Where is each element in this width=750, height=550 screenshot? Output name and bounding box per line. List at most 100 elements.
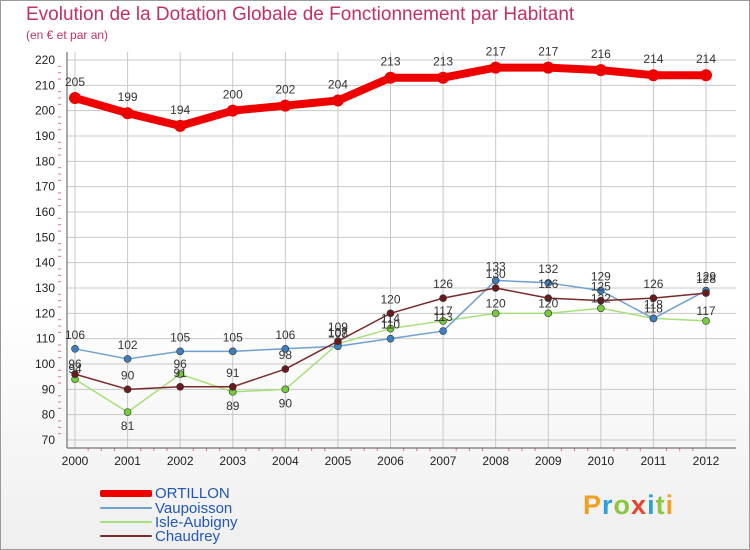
y-tick-label: 70 (42, 433, 56, 447)
data-label-ortillon: 199 (118, 90, 138, 104)
y-tick-label: 200 (35, 104, 55, 118)
data-label-chaudrey: 128 (696, 272, 716, 286)
data-label-ortillon: 216 (591, 47, 611, 61)
data-point-vaupoisson (176, 347, 184, 356)
data-label-chaudrey: 126 (538, 277, 558, 291)
legend-label-isle-aubigny: Isle-Aubigny (155, 513, 238, 531)
data-label-chaudrey: 126 (433, 277, 453, 291)
data-label-ortillon: 204 (328, 78, 348, 92)
legend-label-chaudrey: Chaudrey (155, 527, 221, 545)
data-label-vaupoisson: 129 (591, 270, 611, 284)
proxiti-logo: Proxiti (583, 490, 674, 521)
data-label-isle-aubigny: 122 (591, 291, 611, 305)
data-label-vaupoisson: 105 (223, 330, 243, 344)
data-label-isle-aubigny: 114 (381, 312, 400, 326)
data-point-ortillon (279, 99, 292, 112)
data-label-vaupoisson: 118 (644, 297, 663, 311)
data-label-chaudrey: 96 (68, 357, 82, 371)
data-label-vaupoisson: 106 (275, 328, 295, 342)
data-point-isle-aubigny (491, 309, 500, 318)
data-label-chaudrey: 90 (121, 368, 135, 382)
legend-label-vaupoisson: Vaupoisson (155, 499, 233, 517)
data-label-chaudrey: 120 (380, 292, 400, 306)
legend-item-ortillon: ORTILLON (100, 485, 230, 501)
data-label-ortillon: 200 (223, 88, 243, 102)
logo-letter: i (665, 490, 675, 520)
data-label-vaupoisson: 110 (381, 318, 400, 332)
data-label-chaudrey: 125 (591, 280, 611, 294)
data-label-isle-aubigny: 108 (328, 327, 348, 341)
logo-letter: P (583, 490, 603, 520)
logo-letter: i (647, 490, 656, 520)
x-tick-label: 2006 (377, 454, 404, 468)
data-point-ortillon (437, 71, 450, 84)
x-tick-label: 2005 (325, 454, 352, 468)
data-label-vaupoisson: 113 (434, 310, 453, 324)
data-label-ortillon: 214 (643, 52, 663, 66)
data-point-chaudrey (281, 365, 290, 373)
data-point-ortillon (594, 64, 607, 77)
y-tick-label: 120 (35, 306, 55, 320)
data-point-chaudrey (386, 309, 395, 318)
data-point-ortillon (542, 61, 555, 74)
data-point-isle-aubigny (123, 408, 132, 416)
axes: 7080901001101201301401501601701801902002… (35, 52, 736, 468)
data-point-vaupoisson (228, 347, 237, 356)
data-labels: 205 199 194 200 202 204 213 213 217 217 216 214 214 1… (65, 45, 716, 434)
x-tick-label: 2012 (693, 454, 720, 468)
data-label-ortillon: 205 (65, 75, 85, 89)
data-label-vaupoisson: 106 (65, 328, 85, 342)
data-point-vaupoisson (123, 355, 132, 363)
data-point-isle-aubigny (176, 370, 184, 378)
data-label-vaupoisson: 133 (486, 259, 506, 273)
data-label-ortillon: 217 (538, 45, 558, 59)
data-point-ortillon (331, 94, 344, 107)
data-point-vaupoisson (281, 344, 290, 353)
y-tick-label: 220 (35, 53, 55, 67)
data-point-vaupoisson (649, 314, 658, 323)
legend-item-isle-aubigny: Isle-Aubigny (100, 514, 238, 530)
x-tick-label: 2003 (219, 454, 246, 468)
data-label-chaudrey: 91 (226, 366, 240, 380)
data-label-ortillon: 213 (380, 55, 400, 69)
x-tick-label: 2009 (535, 454, 562, 468)
data-point-ortillon (174, 119, 187, 132)
legend-swatch-isle-aubigny (100, 521, 152, 523)
data-point-ortillon (226, 104, 239, 117)
data-point-vaupoisson (71, 344, 79, 353)
data-label-isle-aubigny: 120 (538, 296, 558, 310)
data-label-isle-aubigny: 120 (486, 296, 506, 310)
data-label-vaupoisson: 102 (118, 338, 138, 352)
data-label-ortillon: 217 (486, 45, 506, 59)
legend-item-chaudrey: Chaudrey (100, 528, 220, 544)
data-point-chaudrey (71, 370, 79, 378)
data-point-vaupoisson (597, 286, 605, 295)
data-point-chaudrey (544, 294, 553, 302)
series-layer (69, 61, 712, 416)
legend-swatch-ortillon (100, 489, 152, 497)
x-tick-label: 2008 (482, 454, 509, 468)
data-point-vaupoisson (386, 334, 395, 343)
data-label-isle-aubigny: 94 (68, 362, 82, 376)
data-label-vaupoisson: 107 (328, 325, 348, 339)
data-label-chaudrey: 109 (328, 320, 348, 334)
data-label-ortillon: 214 (696, 52, 716, 66)
data-label-vaupoisson: 132 (538, 262, 558, 276)
x-tick-label: 2000 (62, 454, 89, 468)
legend-label-ortillon: ORTILLON (155, 484, 230, 502)
data-point-ortillon (647, 69, 660, 82)
data-point-vaupoisson (544, 279, 553, 287)
y-tick-label: 150 (35, 230, 55, 244)
x-tick-label: 2007 (430, 454, 457, 468)
data-label-isle-aubigny: 81 (121, 419, 135, 433)
data-point-isle-aubigny (281, 385, 290, 394)
x-tick-label: 2011 (641, 454, 667, 468)
data-point-vaupoisson (491, 276, 500, 285)
data-label-chaudrey: 91 (173, 366, 187, 380)
data-point-chaudrey (597, 296, 605, 305)
data-label-isle-aubigny: 89 (226, 399, 240, 413)
y-tick-label: 170 (35, 180, 55, 194)
data-label-isle-aubigny: 117 (696, 304, 715, 318)
data-point-ortillon (121, 107, 134, 120)
